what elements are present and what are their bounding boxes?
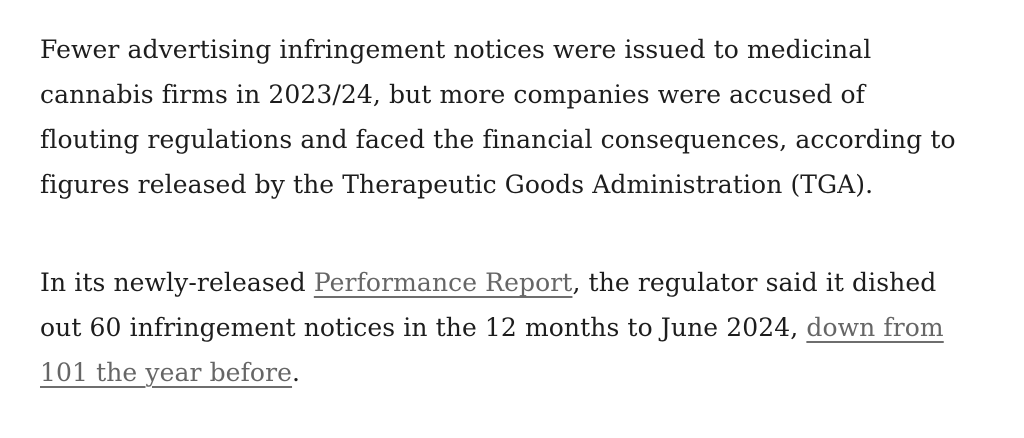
performance-report-link[interactable]: Performance Report [313,268,573,297]
paragraph-2: In its newly-released Performance Report… [40,260,970,395]
article-body: Fewer advertising infringement notices w… [40,27,970,395]
down-from-101-link[interactable]: down from 101 the year before [40,313,944,387]
paragraph-1: Fewer advertising infringement notices w… [40,27,970,207]
paragraph-1-text: Fewer advertising infringement notices w… [40,35,956,199]
paragraph-2-text-before-link-1: In its newly-released [40,268,314,297]
paragraph-2-text-after-link-2: . [292,358,301,387]
paragraph-2-text-between-links: , the regulator said it dished out 60 in… [40,268,937,342]
